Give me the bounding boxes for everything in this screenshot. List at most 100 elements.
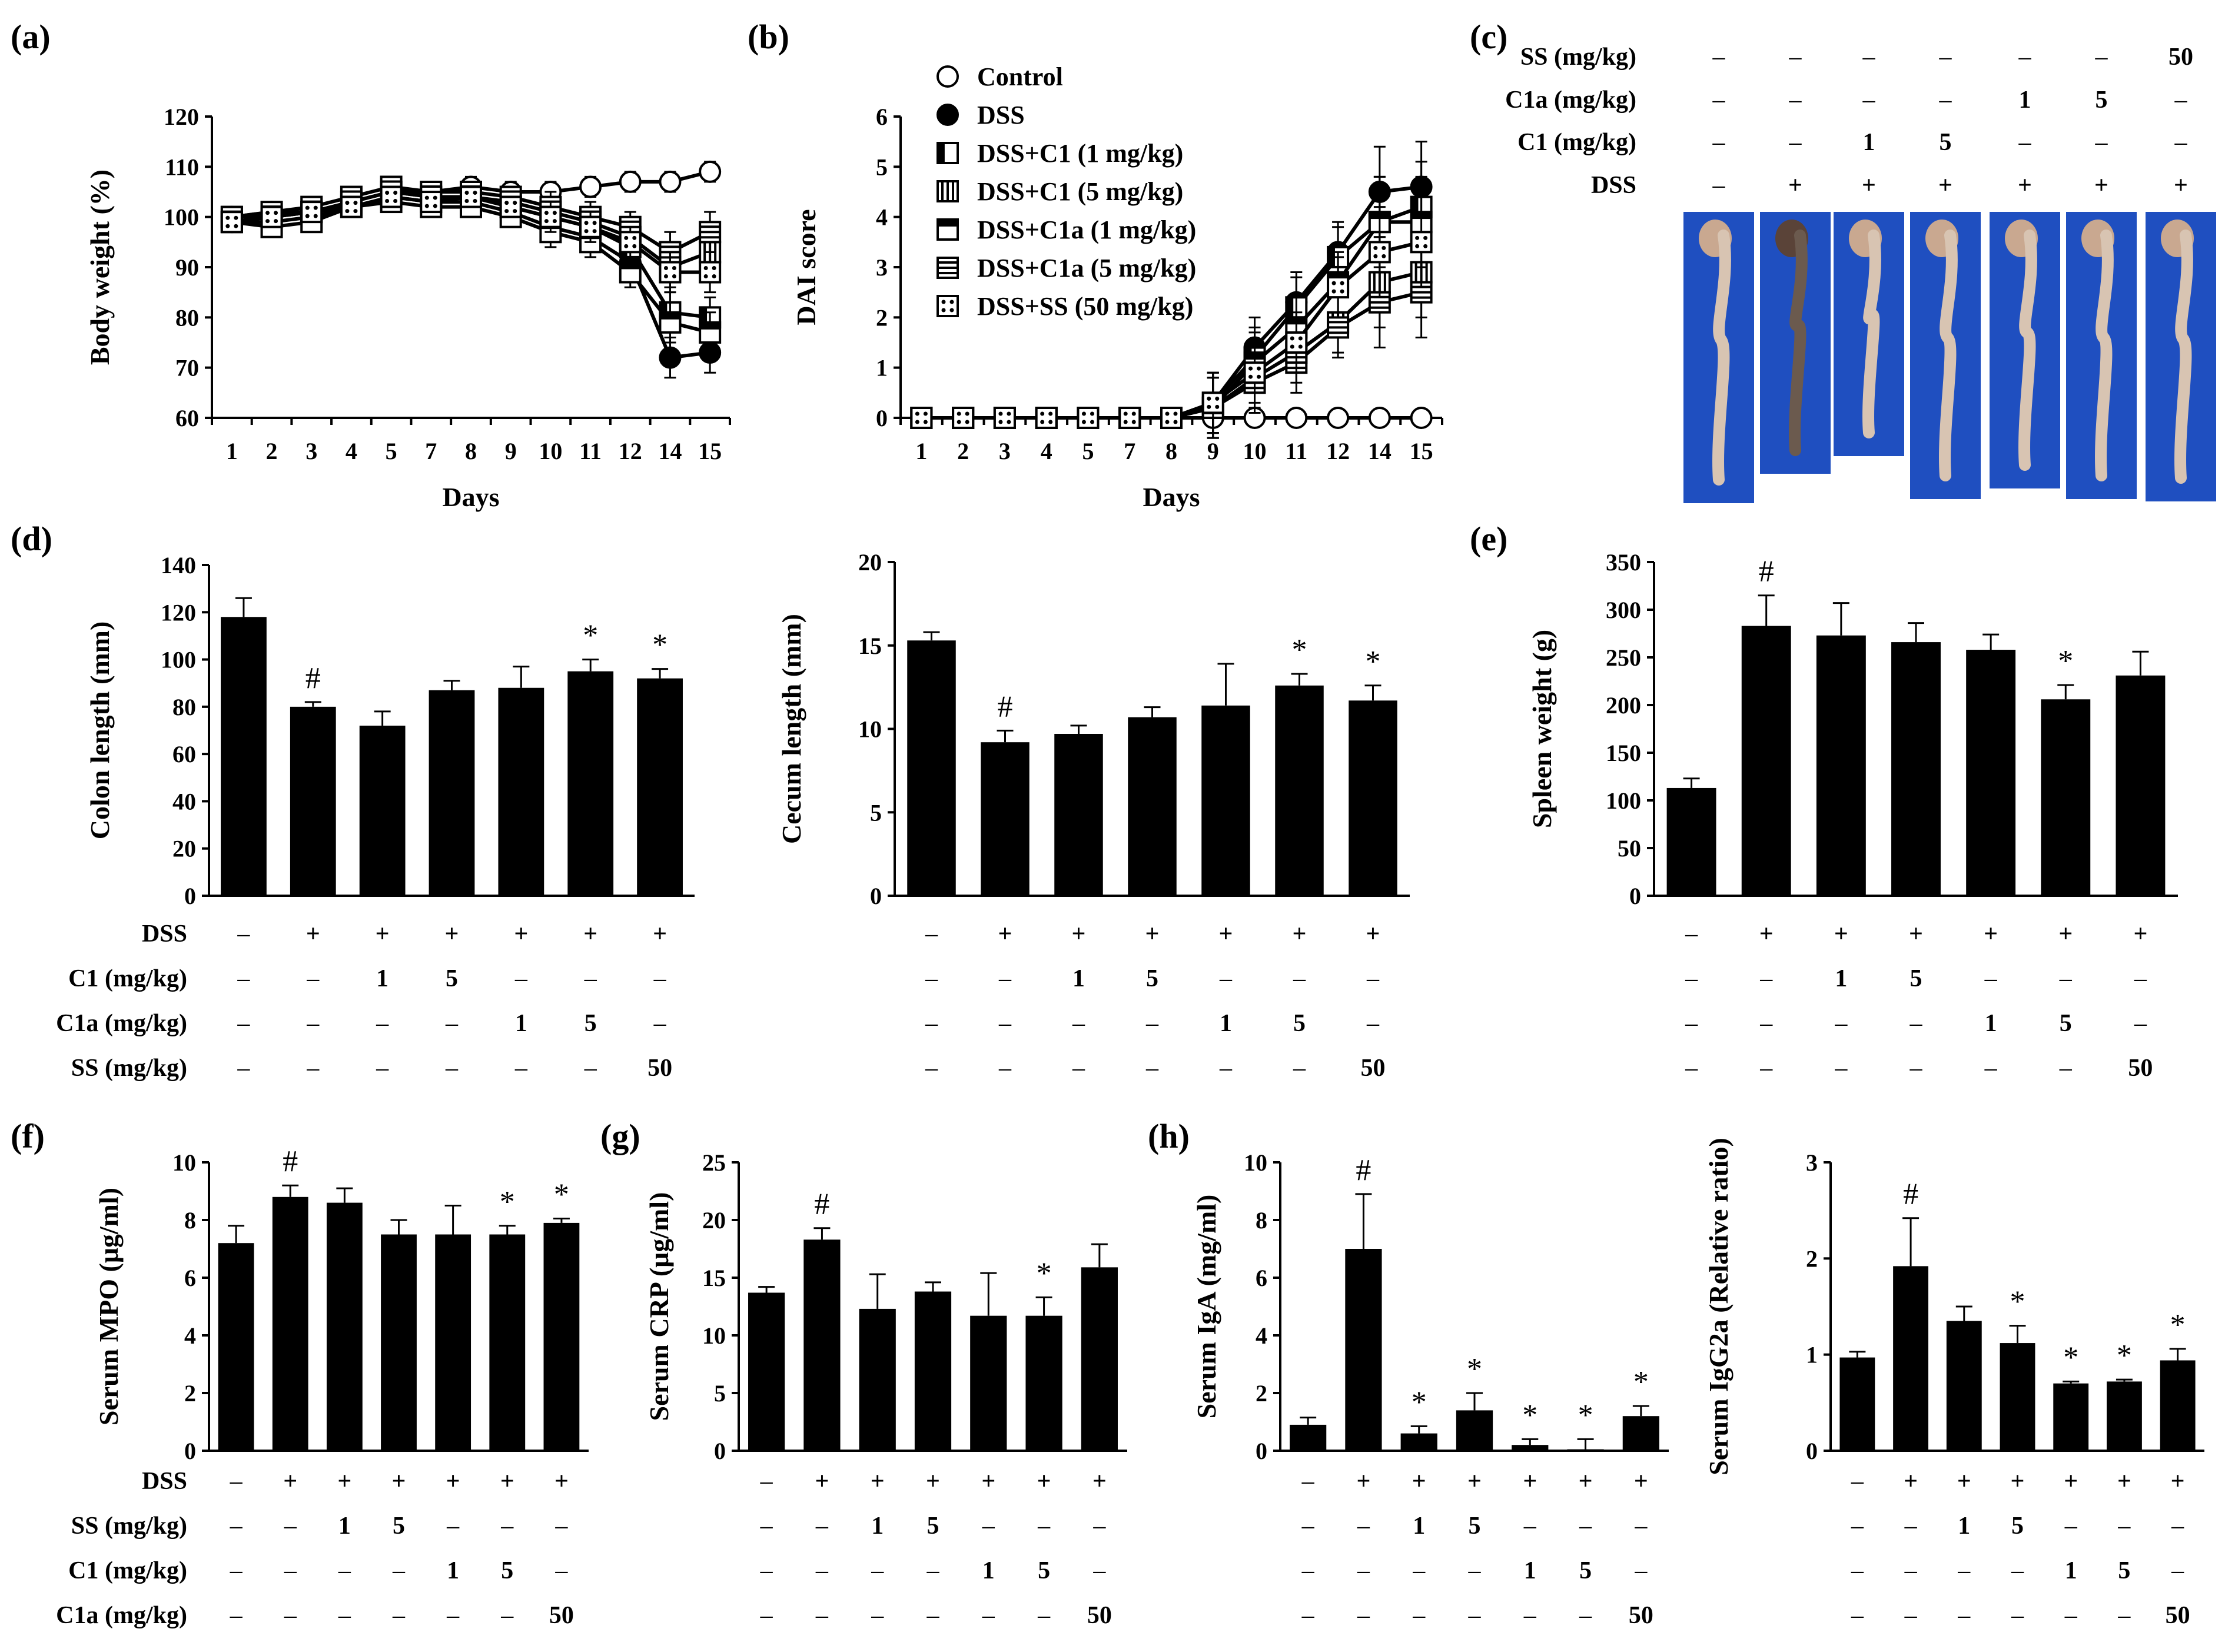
marker-box	[1201, 391, 1224, 414]
table-cell: –	[982, 1513, 995, 1540]
marker-dot	[544, 219, 549, 224]
legend-label: DSS+C1a (1 mg/kg)	[977, 215, 1196, 244]
marker-dot	[1423, 235, 1428, 240]
bar	[1741, 626, 1791, 896]
table-cell: –	[392, 1602, 406, 1629]
y-tick-label: 20	[172, 836, 196, 862]
bar	[489, 1234, 526, 1451]
colon-photo	[1834, 212, 1904, 456]
table-cell: +	[2117, 1468, 2131, 1495]
data-point	[1410, 231, 1433, 254]
y-tick-label: 3	[1806, 1149, 1818, 1176]
row-label: C1 (mg/kg)	[68, 1557, 187, 1584]
marker-dot	[345, 209, 350, 214]
table-cell: –	[2059, 965, 2073, 992]
table-cell: +	[2011, 1468, 2025, 1495]
table-cell: 5	[393, 1513, 405, 1540]
table-cell: –	[1523, 1513, 1537, 1540]
data-point	[1118, 407, 1141, 429]
table-cell: –	[815, 1513, 829, 1540]
data-point	[1035, 407, 1058, 429]
table-cell: –	[1072, 1010, 1085, 1037]
marker-fill	[700, 322, 720, 330]
legend-label: DSS+C1 (5 mg/kg)	[977, 177, 1183, 206]
y-axis-title: Spleen weight (g)	[1527, 630, 1557, 828]
table-cell: 5	[2096, 87, 2108, 114]
chart-h2: 0 1 2 3 Serum IgG2a (Relative ratio) # * * * *	[1703, 1138, 2204, 1475]
table-cell: –	[306, 1055, 320, 1082]
table-cell: +	[445, 920, 459, 948]
marker-dot	[1165, 420, 1170, 424]
y-tick-label: 60	[172, 741, 196, 767]
bar	[1349, 700, 1397, 896]
y-tick-label: 8	[184, 1207, 196, 1234]
x-tick-label: 15	[1410, 438, 1433, 464]
bar	[981, 742, 1030, 896]
table-cell: –	[376, 1010, 389, 1037]
table-cell: –	[998, 1010, 1012, 1037]
table-cell: –	[925, 920, 938, 948]
table-cell: –	[926, 1557, 940, 1584]
table-cell: –	[2018, 44, 2032, 71]
table-cell: +	[2174, 172, 2188, 199]
y-tick-label: 0	[870, 883, 882, 909]
marker-dot	[353, 201, 358, 205]
y-tick-label: 350	[1606, 549, 1641, 576]
table-cell: –	[1092, 1557, 1106, 1584]
x-tick-label: 14	[1368, 438, 1392, 464]
marker-dot	[393, 199, 398, 204]
bar	[1622, 1416, 1659, 1451]
marker-dot	[957, 420, 961, 424]
data-point	[659, 170, 682, 193]
y-tick-label: 110	[165, 154, 199, 180]
y-tick-label: 0	[1806, 1438, 1818, 1464]
bar	[498, 687, 544, 896]
x-tick-label: 10	[1243, 438, 1267, 464]
table-cell: +	[1037, 1468, 1051, 1495]
table-cell: –	[284, 1602, 297, 1629]
bar	[970, 1315, 1007, 1451]
table-cell: +	[998, 920, 1012, 948]
x-axis-title: Days	[1143, 482, 1200, 512]
marker-dot	[1090, 420, 1094, 424]
dose-table: SS (mg/kg) – – – – – – 50 C1a (mg/kg) – – – – 1 5 – C1 (…	[1505, 44, 2193, 199]
y-tick-label: 5	[714, 1380, 726, 1407]
marker-dot	[385, 191, 390, 195]
colon-photo	[1910, 212, 1981, 499]
panel-label: (b)	[748, 18, 789, 56]
marker-dot	[915, 411, 919, 416]
row-label: C1 (mg/kg)	[68, 965, 187, 992]
table-cell: 1	[2065, 1557, 2077, 1584]
data-point	[220, 211, 243, 234]
dose-table: – + + + + + + – – 1 5 – – – – – – – 1 5 – – – – – – – 50	[1851, 1468, 2190, 1629]
table-cell: 1	[1413, 1513, 1425, 1540]
table-cell: –	[1851, 1513, 1864, 1540]
table-cell: +	[981, 1468, 995, 1495]
table-cell: –	[338, 1557, 351, 1584]
table-cell: –	[500, 1602, 514, 1629]
table-cell: –	[445, 1055, 459, 1082]
table-cell: 1	[338, 1513, 351, 1540]
significance-mark: *	[1522, 1398, 1537, 1432]
marker-dot	[592, 229, 597, 234]
marker-dot	[464, 199, 469, 204]
colon-tissue	[2018, 230, 2037, 471]
significance-mark: *	[652, 629, 668, 662]
table-cell: –	[1862, 44, 1876, 71]
data-point	[619, 261, 642, 284]
marker-dot	[1173, 411, 1178, 416]
colon-tissue	[1712, 230, 1731, 486]
bar	[1345, 1249, 1382, 1451]
marker-dot	[1290, 344, 1294, 349]
marker-dot	[1290, 336, 1294, 341]
y-tick-label: 3	[876, 254, 888, 281]
table-cell: –	[871, 1557, 884, 1584]
data-point	[699, 321, 722, 344]
row-label: C1a (mg/kg)	[1505, 87, 1636, 114]
marker-fill	[1286, 297, 1294, 318]
marker-dot	[385, 199, 390, 204]
legend-marker	[937, 295, 959, 317]
marker-box	[910, 407, 933, 429]
table-cell: –	[1145, 1055, 1159, 1082]
